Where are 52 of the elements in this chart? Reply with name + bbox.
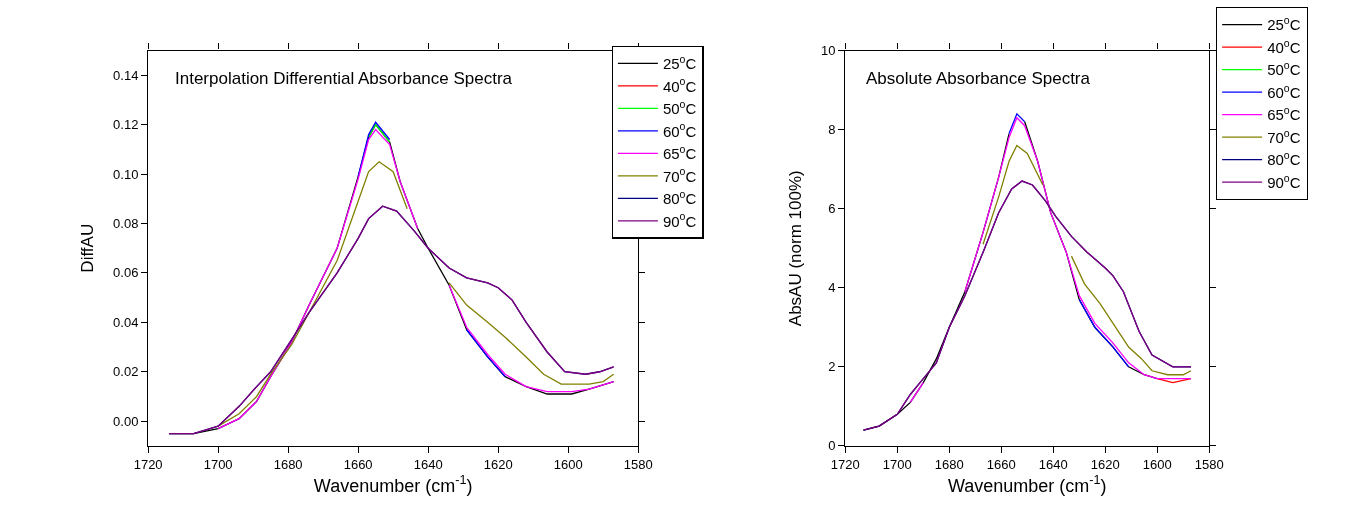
y-tick-label: 0.10: [113, 166, 139, 182]
x-tick-label: 1620: [483, 456, 513, 472]
y-tick-label: 0.02: [113, 364, 139, 380]
y-tick-label: 8: [828, 122, 836, 138]
x-tick-label: 1640: [1038, 456, 1068, 472]
x-tick-label: 1600: [1142, 456, 1172, 472]
y-tick-label: 0.12: [113, 117, 139, 133]
legend-label: 80$^{o}$C: [662, 187, 697, 208]
legend-label: 40$^{o}$C: [1267, 36, 1301, 56]
y-tick-label: 0.08: [113, 216, 139, 232]
legend-label: 25$^{o}$C: [662, 52, 697, 73]
x-tick-label: 1700: [882, 456, 912, 472]
y-tick-label: 2: [828, 359, 836, 375]
x-tick-label: 1720: [133, 456, 163, 472]
x-tick-label: 1640: [413, 456, 443, 472]
legend-label: 25$^{o}$C: [1267, 14, 1301, 34]
x-tick-label: 1660: [343, 456, 373, 472]
legend-label: 60$^{o}$C: [662, 120, 697, 140]
legend-label: 40$^{o}$C: [662, 75, 697, 95]
y-tick-label: 0.14: [113, 67, 139, 83]
legend-label: 65$^{o}$C: [1267, 104, 1301, 124]
y-tick-label: 0.06: [113, 265, 139, 281]
legend-label: 60$^{o}$C: [1267, 81, 1301, 101]
legend-label: 70$^{o}$C: [662, 165, 697, 185]
legend-label: 70$^{o}$C: [1267, 126, 1301, 146]
x-tick-label: 1580: [1194, 456, 1224, 472]
x-axis-title: Wavenumber (cm$^{-1}$): [313, 473, 473, 496]
legend-label: 90$^{o}$C: [662, 210, 697, 230]
y-axis-title: DiffAU: [77, 223, 97, 273]
y-tick-label: 0: [828, 438, 836, 454]
x-tick-label: 1580: [623, 456, 653, 472]
text: Interpolation Differential Absorbance Spectra: [175, 69, 513, 88]
x-tick-label: 1720: [830, 456, 860, 472]
x-tick-label: 1680: [273, 456, 303, 472]
x-tick-label: 1660: [986, 456, 1016, 472]
text: Absolute Absorbance Spectra: [866, 69, 1091, 88]
x-tick-label: 1600: [553, 456, 583, 472]
x-tick-label: 1620: [1090, 456, 1120, 472]
legend-label: 80$^{o}$C: [1267, 149, 1301, 169]
y-tick-label: 0.04: [113, 314, 139, 330]
legend-label: 65$^{o}$C: [662, 142, 697, 163]
y-tick-label: 0.00: [113, 413, 139, 429]
y-tick-label: 6: [828, 201, 836, 217]
legend-label: 50$^{o}$C: [662, 97, 697, 118]
y-tick-label: 4: [828, 280, 836, 296]
x-tick-label: 1680: [934, 456, 964, 472]
y-axis-title: AbsAU (norm 100%): [785, 170, 805, 327]
y-tick-label: 10: [821, 43, 836, 59]
x-axis-title: Wavenumber (cm$^{-1}$): [947, 473, 1107, 496]
x-tick-label: 1700: [203, 456, 233, 472]
legend-label: 50$^{o}$C: [1267, 59, 1301, 79]
legend-label: 90$^{o}$C: [1267, 171, 1301, 191]
